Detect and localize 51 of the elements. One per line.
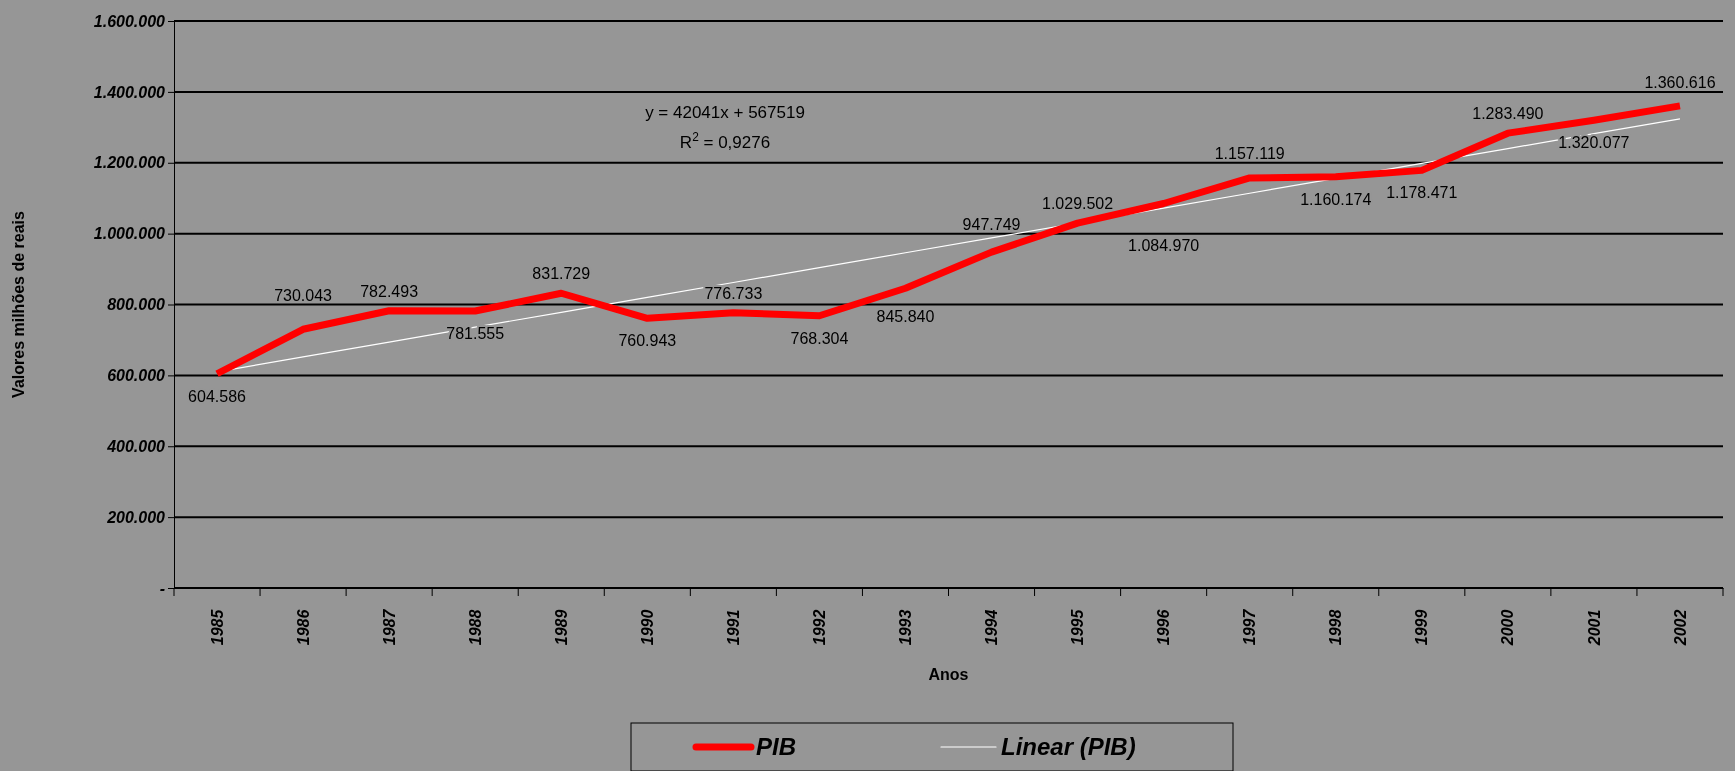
x-tick-label: 1991 (724, 609, 742, 646)
x-tick-label: 1993 (897, 609, 915, 646)
y-tick-label: 1.000.000 (93, 225, 166, 243)
y-axis-title: Valores milhões de reais (10, 211, 27, 398)
data-label: 1.283.490 (1472, 105, 1544, 123)
data-label: 1.360.616 (1644, 73, 1716, 91)
data-label: 1.320.077 (1558, 134, 1630, 152)
y-tick-label: 400.000 (106, 437, 166, 455)
data-label: 776.733 (704, 284, 763, 302)
annotation: y = 42041x + 567519 (645, 103, 805, 122)
data-label: 1.084.970 (1128, 236, 1200, 254)
x-tick-label: 1995 (1069, 608, 1087, 646)
x-tick-label: 2000 (1499, 609, 1517, 647)
data-label: 781.555 (446, 325, 505, 343)
annotation: R$^{2}$ = 0,9276 (679, 130, 771, 152)
data-label: 760.943 (618, 332, 677, 350)
x-tick-label: 1992 (811, 609, 829, 646)
x-tick-label: 2002 (1671, 609, 1689, 647)
data-label: 1.178.471 (1386, 184, 1458, 202)
y-tick-label: 800.000 (107, 296, 166, 314)
data-label: 604.586 (188, 387, 247, 405)
y-tick-label: 600.000 (107, 366, 166, 384)
x-tick-label: 1994 (983, 609, 1001, 646)
y-tick-label: - (159, 579, 165, 597)
x-tick-label: 1988 (466, 609, 484, 646)
x-axis-title: Anos (928, 666, 969, 683)
x-tick-label: 1998 (1327, 609, 1345, 646)
x-tick-label: 1989 (552, 609, 570, 646)
x-tick-label: 1985 (208, 608, 226, 646)
data-label: 831.729 (532, 265, 591, 283)
data-label: 768.304 (790, 329, 849, 347)
y-tick-label: 1.200.000 (93, 154, 166, 172)
y-tick-label: 200.000 (106, 508, 166, 526)
x-tick-label: 2001 (1585, 609, 1603, 647)
y-tick-label: 1.400.000 (93, 83, 166, 101)
x-tick-label: 1999 (1413, 609, 1431, 646)
x-tick-label: 1986 (294, 609, 312, 646)
data-label: 947.749 (962, 215, 1021, 233)
x-tick-label: 1996 (1155, 609, 1173, 646)
data-label: 1.157.119 (1214, 144, 1285, 162)
x-tick-label: 1987 (380, 608, 398, 646)
legend-label: PIB (756, 733, 797, 760)
data-label: 845.840 (876, 307, 935, 325)
data-label: 1.029.502 (1041, 195, 1114, 213)
y-tick-label: 1.600.000 (93, 12, 166, 30)
x-tick-label: 1997 (1241, 608, 1259, 646)
legend-label: Linear (PIB) (1001, 733, 1136, 760)
data-label: 730.043 (274, 286, 333, 304)
x-tick-label: 1990 (638, 609, 656, 646)
data-label: 782.493 (360, 282, 419, 300)
data-label: 1.160.174 (1300, 190, 1372, 208)
